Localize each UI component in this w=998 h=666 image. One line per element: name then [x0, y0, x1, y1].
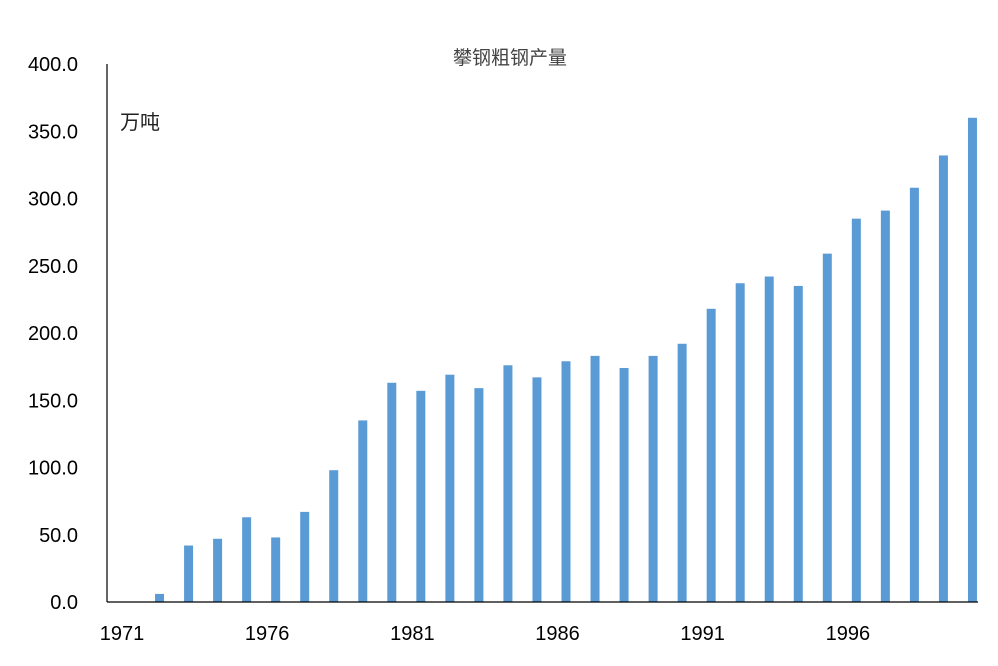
bar	[822, 253, 832, 602]
chart-title: 攀钢粗钢产量	[453, 47, 567, 69]
bar	[532, 377, 542, 602]
bar	[590, 355, 600, 602]
y-tick-label: 400.0	[28, 54, 78, 76]
bar	[271, 537, 281, 602]
bar	[648, 355, 658, 602]
y-tick-label: 250.0	[28, 256, 78, 278]
bar	[938, 155, 948, 602]
bar	[851, 218, 861, 602]
x-tick-label: 1996	[826, 623, 871, 645]
x-tick-label: 1986	[535, 623, 580, 645]
y-tick-label: 200.0	[28, 323, 78, 345]
y-tick-label: 50.0	[39, 525, 78, 547]
bar	[416, 390, 426, 602]
bar	[909, 187, 919, 603]
y-tick-label: 100.0	[28, 458, 78, 480]
bar	[242, 517, 252, 602]
x-tick-label: 1991	[680, 623, 725, 645]
y-tick-label: 350.0	[28, 121, 78, 143]
bar	[619, 367, 629, 602]
bar	[503, 365, 513, 602]
x-tick-label: 1971	[100, 623, 145, 645]
y-axis-ticks: 0.0 50.0 100.0 150.0 200.0 250.0 300.0 350.0 400…	[28, 54, 78, 614]
y-tick-label: 300.0	[28, 189, 78, 211]
bar	[184, 545, 194, 602]
bar	[561, 361, 571, 602]
bar	[967, 117, 977, 603]
x-tick-label: 1981	[390, 623, 435, 645]
bar	[300, 511, 310, 602]
bar	[155, 593, 165, 602]
bar	[213, 538, 223, 602]
bar	[445, 374, 455, 602]
bar	[474, 388, 484, 602]
bar	[329, 470, 339, 602]
y-tick-label: 150.0	[28, 390, 78, 412]
bar	[793, 285, 803, 602]
x-axis-ticks: 1971 1976 1981 1986 1991 1996	[100, 623, 870, 645]
bar	[764, 276, 774, 602]
bar	[735, 283, 745, 602]
bar-series	[155, 117, 977, 603]
y-tick-label: 0.0	[50, 592, 78, 614]
bar	[677, 343, 687, 602]
bar	[706, 308, 716, 602]
bar	[880, 210, 890, 602]
x-tick-label: 1976	[245, 623, 290, 645]
y-axis-unit-label: 万吨	[120, 110, 160, 134]
bar	[387, 382, 397, 602]
bar	[358, 420, 368, 602]
